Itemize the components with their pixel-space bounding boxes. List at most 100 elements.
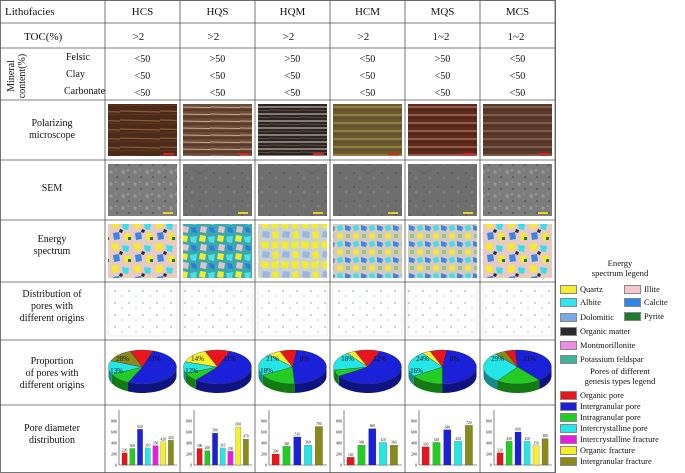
legend-swatch [560, 435, 577, 444]
bar-value-label: 430 [506, 437, 512, 441]
bar-value-label: 410 [380, 438, 386, 442]
y-tick-label: 400 [186, 441, 192, 446]
column-header: MQS [431, 6, 455, 18]
energy-spectrum-image [483, 224, 552, 278]
bar [168, 440, 174, 466]
mineral-value: <50 [510, 88, 526, 99]
energy-spectrum-image [183, 224, 252, 278]
polarizing-image [108, 104, 177, 156]
toc-value: >2 [208, 31, 220, 43]
scale-bar [238, 153, 249, 155]
pie-label: 21% [266, 355, 279, 363]
y-tick-label: 800 [336, 419, 342, 424]
energy-legend-item: Illite [624, 285, 660, 294]
pie-slice [497, 366, 540, 385]
sem-image [333, 164, 402, 216]
bar-value-label: 660 [370, 424, 376, 428]
pie-side [294, 367, 327, 393]
bar-value-label: 330 [423, 442, 429, 446]
toc-value: 1~2 [433, 31, 450, 43]
bar-value-label: 430 [455, 437, 461, 441]
scale-bar [538, 153, 549, 155]
pie-slice [127, 350, 177, 385]
image-cells [107, 104, 553, 337]
bar [235, 426, 241, 466]
toc-value: >2 [358, 31, 370, 43]
mineral-value: <50 [210, 71, 226, 82]
y-tick-label: 0 [115, 463, 117, 468]
pie-side [111, 374, 129, 392]
bar [505, 441, 513, 466]
legend-swatch [560, 341, 577, 350]
mineral-value: <50 [285, 88, 301, 99]
legend-label: Intergranular fracture [580, 457, 652, 466]
legend-label: Organic pore [580, 391, 624, 400]
bar [293, 436, 302, 466]
toc-value: 1~2 [508, 31, 525, 43]
mineral-value: <50 [210, 88, 226, 99]
pie-label: 13% [110, 367, 123, 375]
bar-value-label: 450 [168, 436, 174, 440]
bar-value-label: 510 [295, 432, 301, 436]
energy-legend: Energy spectrum legend [556, 258, 684, 278]
row-label-proportion: Proportion of pores with different origins [20, 356, 85, 391]
y-tick-label: 200 [111, 452, 117, 457]
scale-bar [463, 153, 474, 155]
bar [227, 451, 234, 466]
pie-chart: 29% 21% [483, 349, 552, 393]
bar [541, 438, 549, 466]
bar [304, 445, 312, 466]
pore-legend-item: Intragranular pore [560, 413, 641, 422]
polarizing-image [258, 104, 327, 156]
pore-legend-item: Intergranular pore [560, 402, 641, 411]
pore-distribution-image [332, 285, 403, 337]
energy-legend-item: Dolomitic [560, 313, 614, 322]
bar [282, 446, 291, 466]
mineral-value: <50 [135, 88, 151, 99]
legend-label: Organic fracture [580, 446, 635, 455]
bar [212, 433, 218, 466]
row-dividers [0, 0, 555, 406]
energy-spectrum-image [258, 224, 327, 278]
polarizing-image [183, 104, 252, 156]
mineral-value: <50 [360, 54, 376, 65]
scale-bar [163, 212, 173, 214]
y-tick-label: 200 [336, 452, 342, 457]
bar [152, 445, 159, 466]
bar [137, 429, 143, 466]
pie-charts: 20% 11% 13% 14% 11% 12% 21% 8% 18% 18% 12% 24% 8% 16%… [108, 349, 552, 394]
bar-value-label: 200 [273, 450, 279, 454]
bar-value-label: 580 [212, 429, 218, 433]
pie-label: 29% [491, 355, 504, 363]
bar [532, 445, 540, 466]
y-tick-label: 0 [490, 463, 492, 468]
pie-label: 21% [523, 355, 536, 363]
lithofacies-label: Lithofacies [5, 6, 54, 18]
toc-values: >2 >2 >2 >2 1~2 1~2 [133, 31, 525, 43]
bar-chart: 0 200 400 600 800 140 360 660 410 360 [336, 410, 402, 468]
y-tick-label: 800 [111, 419, 117, 424]
bar-value-label: 250 [228, 447, 234, 451]
legend-label: Intergranular pore [580, 402, 641, 411]
bar [129, 448, 136, 466]
column-header: MCS [506, 6, 529, 18]
y-tick-label: 400 [411, 441, 417, 446]
bar-chart: 0 200 400 600 800 200 340 510 360 700 [261, 410, 327, 468]
sem-image [258, 164, 327, 216]
pie-label: 12% [373, 355, 386, 363]
legend-label: Organic matter [580, 327, 631, 336]
pie-side [185, 373, 196, 390]
y-tick-label: 200 [261, 452, 267, 457]
bar [160, 441, 166, 466]
bar-value-label: 700 [316, 422, 322, 426]
mineral-row-label: Carbonate [64, 86, 106, 97]
pie-label: 16% [410, 367, 423, 375]
pie-label: 18% [260, 367, 273, 375]
y-tick-label: 800 [186, 419, 192, 424]
pore-legend-item: Intercrystalline fracture [560, 435, 659, 444]
pie-chart: 21% 8% 18% [258, 349, 327, 394]
pie-slice [515, 349, 552, 381]
energy-legend-item: Albite [560, 298, 601, 307]
bar-value-label: 360 [305, 441, 311, 445]
